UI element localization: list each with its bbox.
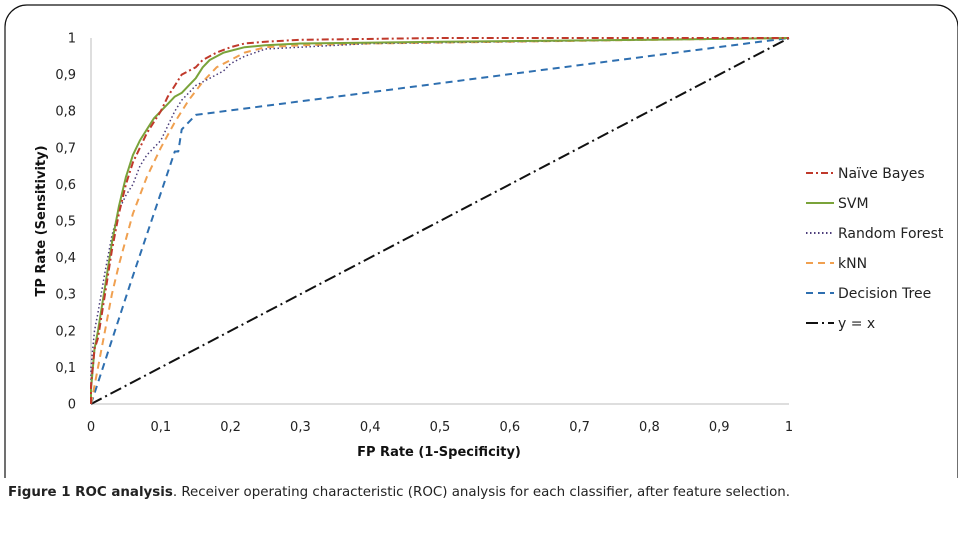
y-tick-label: 0,9	[55, 68, 76, 83]
legend-item: SVM	[806, 196, 869, 212]
y-tick-label: 0,3	[55, 288, 76, 303]
y-axis-title: TP Rate (Sensitivity)	[34, 145, 49, 296]
x-tick-label: 0,1	[150, 420, 171, 435]
y-tick-label: 0,6	[55, 178, 76, 193]
legend-label: SVM	[838, 196, 869, 212]
series-line-na-ve-bayes	[90, 37, 789, 404]
y-tick-label: 0,7	[55, 141, 76, 156]
x-tick-label: 0	[87, 420, 95, 435]
caption-text: . Receiver operating characteristic (ROC…	[172, 485, 791, 500]
y-tick-label: 0,5	[55, 215, 76, 230]
legend-item: Decision Tree	[806, 286, 931, 302]
figure-border	[4, 4, 958, 478]
series-line-random-forest	[90, 37, 790, 404]
y-tick-label: 0	[68, 398, 76, 413]
caption-label: Figure 1 ROC analysis	[8, 485, 173, 500]
y-tick-label: 0,2	[55, 324, 76, 339]
legend-label: kNN	[838, 256, 867, 272]
legend-item: Random Forest	[806, 226, 944, 242]
x-tick-label: 0,3	[290, 420, 311, 435]
x-tick-label: 0,7	[569, 420, 590, 435]
legend-label: Random Forest	[838, 226, 944, 242]
x-tick-label: 0,4	[360, 420, 381, 435]
series-line-decision-tree	[90, 37, 790, 405]
y-tick-label: 0,4	[55, 251, 76, 266]
legend-item: kNN	[806, 256, 867, 272]
legend-item: y = x	[806, 316, 875, 332]
x-tick-label: 0,9	[709, 420, 730, 435]
y-tick-label: 1	[68, 32, 76, 47]
series-line-knn	[90, 37, 790, 405]
legend-label: Naïve Bayes	[838, 166, 925, 182]
y-tick-label: 0,8	[55, 105, 76, 120]
y-tick-label: 0,1	[55, 361, 76, 376]
series-line-y-x	[90, 37, 790, 405]
x-axis-title: FP Rate (1-Specificity)	[357, 445, 521, 460]
legend-label: y = x	[838, 316, 875, 332]
legend-item: Naïve Bayes	[806, 166, 925, 182]
series-line-svm	[90, 37, 790, 404]
x-tick-label: 0,6	[499, 420, 520, 435]
x-tick-label: 0,2	[220, 420, 241, 435]
x-tick-label: 1	[785, 420, 793, 435]
x-tick-label: 0,5	[430, 420, 451, 435]
figure-caption: Figure 1 ROC analysis. Receiver operatin…	[8, 482, 953, 504]
legend-label: Decision Tree	[838, 286, 931, 302]
x-tick-label: 0,8	[639, 420, 660, 435]
roc-chart: 0 0,1 0,2 0,3 0,4 0,5 0,6 0,7 0,8 0,9 1 0 0,1 0,2 0,3 0…	[4, 4, 958, 478]
